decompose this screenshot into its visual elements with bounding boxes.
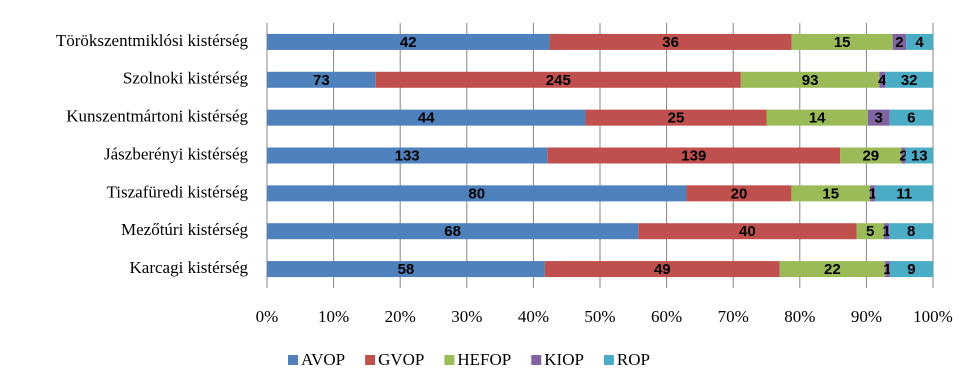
category-label: Karcagi kistérség	[130, 258, 249, 277]
category-label: Kunszentmártoni kistérség	[66, 107, 248, 126]
data-label: 2	[895, 34, 903, 51]
bar-segment	[766, 109, 868, 126]
data-label: 58	[398, 261, 415, 278]
bar-segment	[740, 71, 880, 88]
bar-segment	[892, 33, 907, 50]
bar-segment	[267, 147, 548, 164]
data-label: 6	[907, 110, 915, 127]
data-label: 4	[878, 72, 887, 89]
data-label: 93	[802, 72, 819, 89]
bar-segment	[883, 223, 890, 240]
bar-segment	[267, 109, 586, 126]
data-label: 2	[899, 147, 907, 164]
bar-segment	[779, 261, 886, 278]
data-label: 13	[911, 147, 928, 164]
data-label: 22	[824, 261, 841, 278]
data-label: 44	[418, 110, 435, 127]
bar-segment	[267, 71, 376, 88]
data-label: 1	[869, 185, 877, 202]
bar-segment	[686, 185, 792, 202]
category-label: Jászberényi kistérség	[104, 144, 248, 163]
data-label: 42	[400, 34, 417, 51]
bar-segment	[901, 147, 906, 164]
bar-segment	[889, 261, 933, 278]
bar-segment	[905, 147, 933, 164]
data-label: 9	[907, 261, 915, 278]
x-tick-label: 10%	[318, 307, 349, 326]
data-label: 5	[866, 223, 874, 240]
category-label: Szolnoki kistérség	[123, 69, 249, 88]
bar-segment	[791, 185, 871, 202]
x-tick-label: 20%	[385, 307, 416, 326]
x-tick-label: 90%	[851, 307, 882, 326]
data-label: 32	[901, 72, 918, 89]
x-tick-label: 70%	[718, 307, 749, 326]
data-label: 4	[915, 34, 924, 51]
legend-swatch	[365, 355, 376, 365]
bar-segment	[856, 223, 884, 240]
data-label: 49	[654, 261, 671, 278]
data-label: 1	[882, 223, 890, 240]
category-label: Mezőtúri kistérség	[121, 220, 248, 239]
data-label: 14	[809, 110, 826, 127]
bar-segment	[875, 185, 933, 202]
legend-swatch	[444, 355, 455, 365]
bar-segment	[547, 147, 841, 164]
bar-segment	[885, 71, 933, 88]
bar-segment	[585, 109, 767, 126]
bar-segment	[885, 261, 890, 278]
legend-label: GVOP	[378, 350, 424, 369]
bar-segment	[840, 147, 902, 164]
data-label: 20	[731, 185, 748, 202]
data-label: 36	[662, 34, 679, 51]
category-label: Törökszentmiklósi kistérség	[56, 31, 249, 50]
data-label: 29	[862, 147, 879, 164]
legend-label: AVOP	[301, 350, 345, 369]
data-label: 3	[875, 110, 883, 127]
legend-label: HEFOP	[457, 350, 511, 369]
bar-segment	[267, 185, 687, 202]
legend-swatch	[288, 355, 298, 365]
bar-segment	[867, 109, 890, 126]
legend-label: ROP	[617, 350, 650, 369]
category-label: Tiszafüredi kistérség	[107, 182, 249, 201]
bar-segment	[889, 109, 933, 126]
data-label: 139	[681, 147, 706, 164]
x-tick-label: 60%	[651, 307, 682, 326]
data-label: 40	[739, 223, 756, 240]
data-label: 133	[395, 147, 420, 164]
data-label: 8	[907, 223, 915, 240]
bar-segment	[889, 223, 933, 240]
data-label: 68	[444, 223, 461, 240]
x-tick-label: 80%	[784, 307, 815, 326]
legend-swatch	[531, 355, 542, 365]
data-label: 15	[834, 34, 851, 51]
bar-segment	[870, 185, 876, 202]
bar-segment	[375, 71, 741, 88]
bar-segment	[879, 71, 886, 88]
data-label: 15	[822, 185, 839, 202]
bar-segment	[638, 223, 857, 240]
x-tick-label: 0%	[256, 307, 279, 326]
bar-segment	[791, 33, 893, 50]
bar-segment	[267, 261, 545, 278]
data-label: 25	[668, 110, 685, 127]
data-label: 1	[883, 261, 891, 278]
bar-segment	[544, 261, 780, 278]
bar-segment	[267, 223, 639, 240]
legend-label: KIOP	[544, 350, 584, 369]
bar-segment	[549, 33, 792, 50]
data-label: 245	[546, 72, 571, 89]
data-label: 11	[896, 185, 912, 202]
data-label: 73	[313, 72, 330, 89]
x-tick-label: 50%	[584, 307, 615, 326]
x-tick-label: 30%	[451, 307, 482, 326]
data-label: 80	[468, 185, 485, 202]
x-tick-label: 100%	[913, 307, 953, 326]
legend-swatch	[603, 355, 614, 365]
bar-segment	[267, 33, 550, 50]
bar-segment	[906, 33, 933, 50]
x-tick-label: 40%	[518, 307, 549, 326]
